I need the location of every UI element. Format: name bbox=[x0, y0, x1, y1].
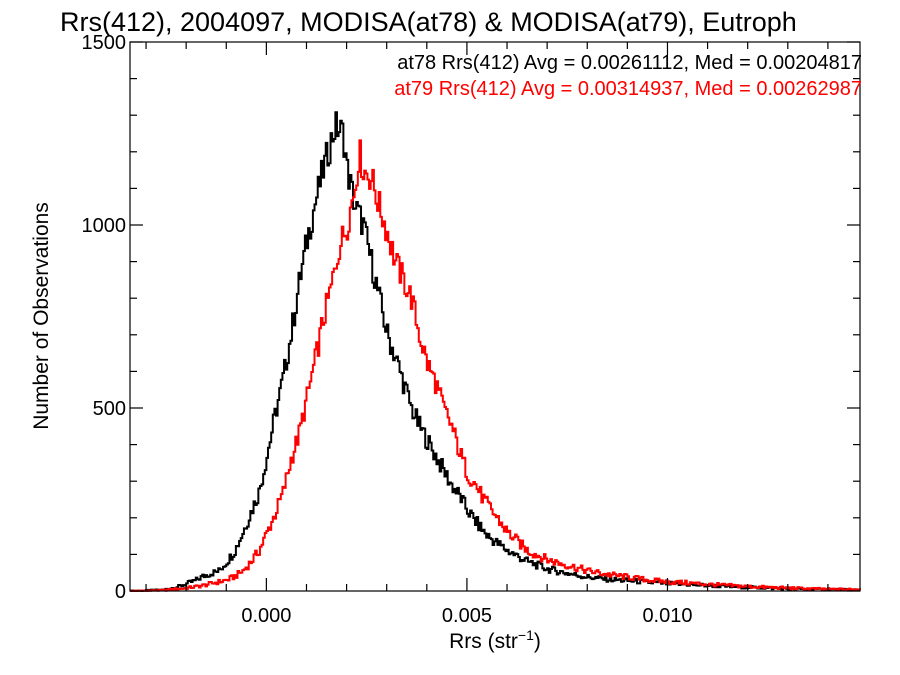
plot-frame bbox=[129, 41, 861, 592]
x-axis-label-superscript: −1 bbox=[518, 627, 534, 643]
y-tick-label: 1500 bbox=[82, 32, 127, 54]
x-axis-label-suffix: ) bbox=[534, 630, 541, 653]
y-axis-label: Number of Observations bbox=[30, 202, 53, 430]
legend-entry-at79: at79 Rrs(412) Avg = 0.00314937, Med = 0.… bbox=[394, 78, 862, 100]
x-tick-label: 0.005 bbox=[442, 605, 492, 627]
series-layer bbox=[130, 111, 861, 592]
y-tick-label: 1000 bbox=[82, 215, 127, 237]
x-axis-label: Rrs (str−1) bbox=[449, 627, 541, 653]
y-tick-label: 500 bbox=[93, 398, 126, 420]
x-axis-label-main: Rrs (str bbox=[449, 630, 518, 653]
ticks-layer bbox=[130, 41, 860, 592]
legend-entry-at78: at78 Rrs(412) Avg = 0.00261112, Med = 0.… bbox=[397, 52, 862, 74]
tick-labels-layer: 0.000 0.005 0.010 0 500 1000 1500 bbox=[82, 32, 693, 627]
series-at79-line bbox=[130, 139, 861, 592]
x-tick-label: 0.000 bbox=[241, 605, 291, 627]
y-tick-label: 0 bbox=[115, 581, 126, 603]
chart-title: Rrs(412), 2004097, MODISA(at78) & MODISA… bbox=[60, 7, 797, 37]
x-tick-label: 0.010 bbox=[642, 605, 692, 627]
